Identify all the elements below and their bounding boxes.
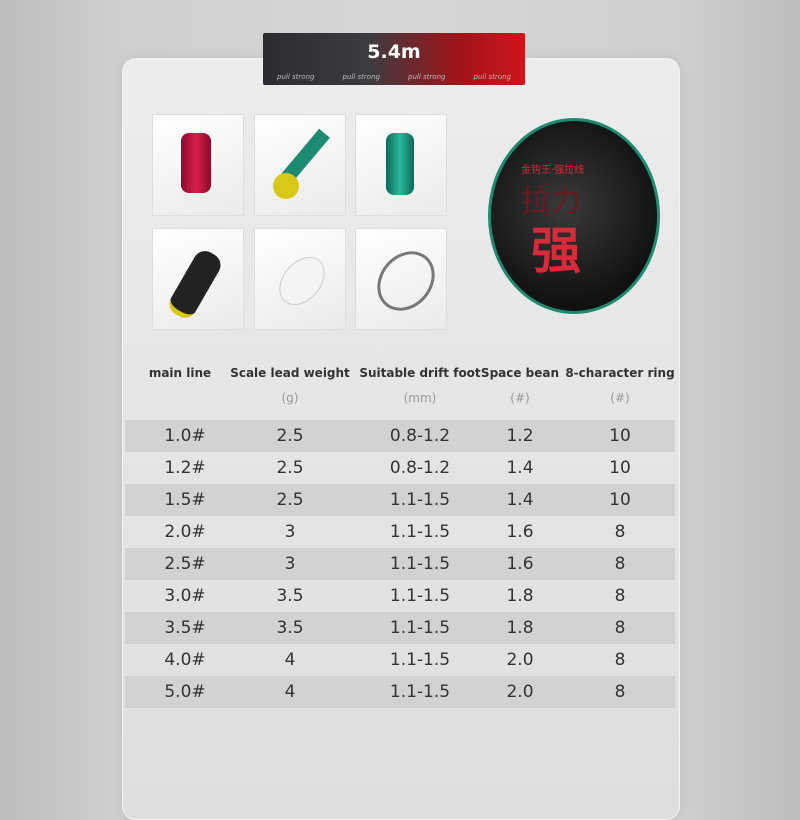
table-row: 3.5# 3.5 1.1-1.5 1.8 8: [125, 612, 675, 644]
product-image-clear-bead: [254, 228, 346, 330]
table-cell: 8: [614, 650, 626, 670]
table-cell: 2.5: [276, 426, 304, 446]
unit-mm: (mm): [403, 391, 437, 405]
table-row: 2.5# 3 1.1-1.5 1.6 8: [125, 548, 675, 580]
reel-character: 强: [531, 222, 581, 280]
table-cell: 1.1-1.5: [389, 554, 451, 574]
product-image-swivel: [355, 228, 447, 330]
table-cell: 4: [284, 682, 296, 702]
tag: pull strong: [342, 73, 380, 81]
table-cell: 8: [614, 554, 626, 574]
table-cell: 1.4: [506, 458, 534, 478]
table-cell: 1.6: [506, 554, 534, 574]
product-image-red-bean: [152, 114, 244, 216]
table-cell: 1.1-1.5: [389, 682, 451, 702]
table-cell: 2.0#: [164, 522, 206, 542]
table-cell: 1.0#: [164, 426, 206, 446]
table-row: 3.0# 3.5 1.1-1.5 1.8 8: [125, 580, 675, 612]
header-ring: 8-character ring: [565, 366, 675, 380]
line-reel-image: 金钩王·强拉线 拉力 强: [488, 118, 660, 314]
table-cell: 3.5: [276, 618, 304, 638]
header-drift-foot: Suitable drift foot: [359, 366, 481, 380]
table-cell: 8: [614, 618, 626, 638]
table-cell: 8: [614, 522, 626, 542]
table-cell: 2.5#: [164, 554, 206, 574]
table-cell: 2.5: [276, 490, 304, 510]
table-cell: 1.2: [506, 426, 534, 446]
table-cell: 3.5: [276, 586, 304, 606]
length-banner: 5.4m pull strong pull strong pull strong…: [263, 33, 525, 85]
table-cell: 10: [609, 490, 631, 510]
table-cell: 2.0: [506, 650, 534, 670]
product-image-float-seat: [254, 114, 346, 216]
table-cell: 1.1-1.5: [389, 618, 451, 638]
table-cell: 5.0#: [164, 682, 206, 702]
table-cell: 1.1-1.5: [389, 490, 451, 510]
table-cell: 4: [284, 650, 296, 670]
table-cell: 2.0: [506, 682, 534, 702]
table-cell: 1.6: [506, 522, 534, 542]
tag: pull strong: [473, 73, 511, 81]
table-row: 2.0# 3 1.1-1.5 1.6 8: [125, 516, 675, 548]
reel-label: 金钩王·强拉线: [521, 165, 585, 176]
table-cell: 1.4: [506, 490, 534, 510]
table-cell: 8: [614, 586, 626, 606]
table-cell: 3: [284, 522, 296, 542]
table-cell: 1.1-1.5: [389, 586, 451, 606]
table-row: 5.0# 4 1.1-1.5 2.0 8: [125, 676, 675, 708]
table-cell: 8: [614, 682, 626, 702]
table-cell: 10: [609, 426, 631, 446]
table-cell: 1.1-1.5: [389, 522, 451, 542]
length-title: 5.4m: [367, 41, 421, 63]
product-image-green-bean: [355, 114, 447, 216]
table-row: 1.2# 2.5 0.8-1.2 1.4 10: [125, 452, 675, 484]
tag: pull strong: [408, 73, 446, 81]
table-cell: 1.5#: [164, 490, 206, 510]
table-row: 4.0# 4 1.1-1.5 2.0 8: [125, 644, 675, 676]
unit-space-bean: (#): [510, 391, 530, 405]
table-cell: 1.2#: [164, 458, 206, 478]
table-cell: 1.1-1.5: [389, 650, 451, 670]
header-space-bean: Space bean: [480, 366, 560, 380]
table-cell: 10: [609, 458, 631, 478]
product-image-lead-sinker: [152, 228, 244, 330]
unit-ring: (#): [610, 391, 630, 405]
table-row: 1.5# 2.5 1.1-1.5 1.4 10: [125, 484, 675, 516]
table-cell: 3.5#: [164, 618, 206, 638]
reel-side-text: 拉力: [521, 184, 581, 219]
header-lead-weight: Scale lead weight: [230, 366, 350, 380]
table-cell: 3: [284, 554, 296, 574]
table-cell: 0.8-1.2: [389, 426, 451, 446]
tag: pull strong: [277, 73, 315, 81]
table-cell: 1.8: [506, 618, 534, 638]
table-row: 1.0# 2.5 0.8-1.2 1.2 10: [125, 420, 675, 452]
unit-g: (g): [281, 391, 299, 405]
table-cell: 3.0#: [164, 586, 206, 606]
table-cell: 1.8: [506, 586, 534, 606]
table-cell: 2.5: [276, 458, 304, 478]
header-main-line: main line: [148, 366, 212, 380]
table-cell: 4.0#: [164, 650, 206, 670]
table-cell: 0.8-1.2: [389, 458, 451, 478]
